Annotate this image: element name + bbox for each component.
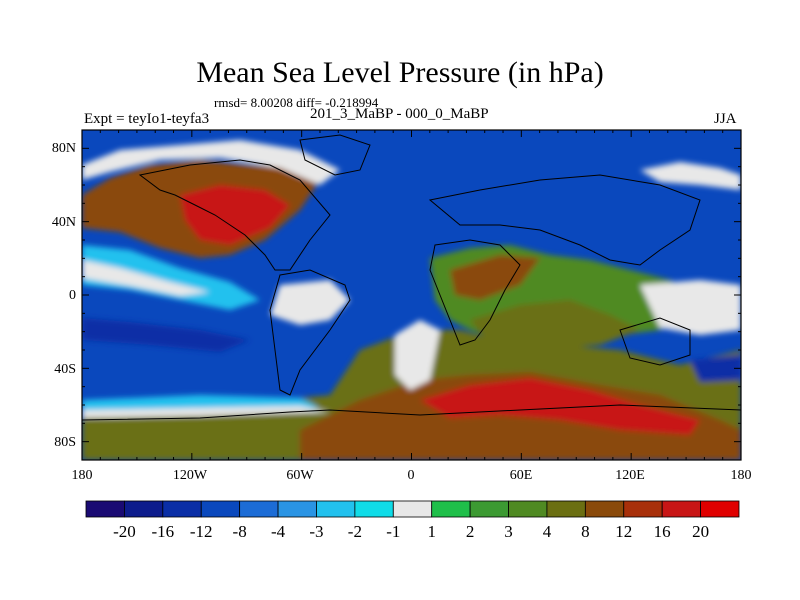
colorbar-label: 12	[615, 522, 633, 541]
lat-label-80n: 80N	[51, 141, 76, 156]
colorbar-swatch	[85, 500, 125, 518]
experiment-subtitle: 201_3_MaBP - 000_0_MaBP	[310, 106, 489, 122]
colorbar-swatch	[239, 500, 279, 518]
coast-antarctica	[82, 404, 741, 421]
coast-greenland	[299, 134, 371, 176]
lat-label-40n: 40N	[51, 215, 76, 230]
colorbar-label: 20	[692, 522, 710, 541]
colorbar-swatch	[584, 500, 625, 518]
colorbar	[85, 500, 740, 518]
colorbar-label: 1	[427, 522, 436, 541]
lat-label-40s: 40S	[54, 362, 76, 377]
colorbar-swatch	[661, 500, 701, 518]
colorbar-swatch	[469, 500, 509, 518]
season-label: JJA	[714, 111, 737, 127]
field-southern-white	[82, 406, 330, 418]
colorbar-label: -16	[151, 522, 175, 541]
colorbar-label: -20	[113, 522, 136, 541]
colorbar-swatch	[162, 500, 202, 518]
colorbar-swatch	[700, 500, 740, 518]
coast-south-america	[269, 269, 351, 396]
colorbar-label: 4	[542, 522, 552, 541]
lat-label-0: 0	[69, 288, 76, 303]
lon-label-0: 0	[407, 468, 415, 483]
colorbar-swatch	[546, 500, 586, 518]
colorbar-swatch	[354, 500, 394, 518]
field-satlantic-white	[395, 320, 440, 390]
experiment-label: Expt = teyIo1-teyfa3	[84, 111, 210, 127]
colorbar-swatch	[392, 500, 433, 518]
colorbar-label: 16	[653, 522, 671, 541]
colorbar-swatch	[200, 500, 241, 518]
rmsd-diff-stats: rmsd= 8.00208 diff= -0.218994	[214, 95, 379, 110]
colorbar-label: -2	[347, 522, 362, 541]
coast-australia	[619, 317, 691, 366]
lat-label-80s: 80S	[54, 435, 76, 450]
colorbar-swatch	[431, 500, 471, 518]
lon-label-180e: 180	[730, 468, 752, 483]
field-spacific-deepblue	[82, 318, 250, 352]
field-tasman-blue	[690, 355, 741, 382]
field-samerica-white	[270, 280, 350, 325]
coast-north-america	[138, 159, 331, 271]
coast-africa	[429, 239, 521, 346]
colorbar-label: -8	[232, 522, 247, 541]
pressure-field	[82, 130, 741, 460]
coastlines	[82, 134, 741, 421]
colorbar-swatch	[316, 500, 356, 518]
colorbar-label: 2	[465, 522, 475, 541]
field-arctic-white-east	[640, 162, 741, 190]
field-indian-olive	[470, 300, 640, 350]
field-tropic-cyan	[82, 245, 260, 310]
colorbar-swatch	[623, 500, 663, 518]
field-arctic-white	[82, 140, 340, 185]
lon-label-120e: 120E	[615, 468, 645, 483]
lon-label-60w: 60W	[286, 468, 314, 483]
coast-eurasia	[428, 174, 701, 266]
field-south-red	[420, 378, 700, 435]
colorbar-label: 3	[504, 522, 513, 541]
colorbar-swatch	[508, 500, 548, 518]
colorbar-label: -12	[189, 522, 213, 541]
colorbar-label: 8	[581, 522, 590, 541]
lon-label-180w: 180	[71, 468, 93, 483]
colorbar-swatch	[124, 500, 164, 518]
field-npacific-core	[180, 185, 290, 245]
plot-title: Mean Sea Level Pressure (in hPa)	[196, 56, 604, 89]
colorbar-swatch	[277, 500, 317, 518]
lon-label-120w: 120W	[172, 468, 208, 483]
colorbar-label: -1	[386, 522, 401, 541]
axis-ticks	[81, 129, 742, 461]
lon-label-60e: 60E	[509, 468, 533, 483]
field-nafrica-brown	[450, 255, 540, 300]
field-wpacific-white	[640, 280, 741, 335]
field-tropic-white	[82, 260, 210, 296]
colorbar-label: -4	[270, 522, 286, 541]
colorbar-label: -3	[309, 522, 324, 541]
